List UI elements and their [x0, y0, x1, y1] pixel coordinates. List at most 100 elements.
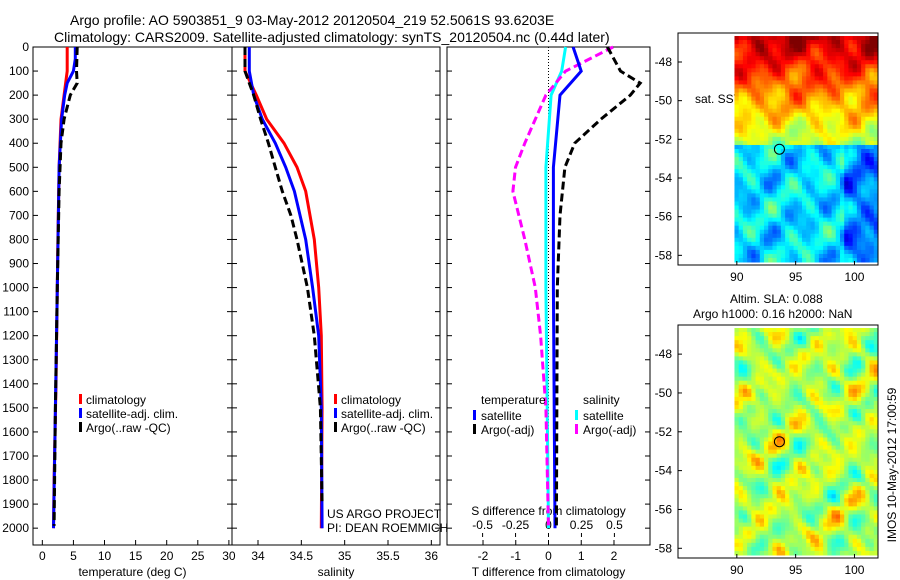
map-cell: [734, 486, 740, 491]
map-cell: [755, 396, 761, 402]
map-cell: [789, 384, 795, 390]
map-cell: [814, 413, 820, 418]
map-cell: [869, 48, 875, 53]
map-cell: [789, 332, 795, 337]
map-cell: [772, 64, 778, 69]
map-cell: [764, 477, 769, 483]
map-cell: [844, 510, 849, 515]
map-cell: [861, 486, 866, 491]
map-cell: [818, 189, 824, 194]
map-cell: [852, 518, 858, 524]
map-cell: [831, 245, 837, 251]
map-cell: [844, 132, 849, 138]
map-cell: [848, 44, 854, 49]
map-cell: [772, 392, 778, 398]
map-cell: [861, 161, 866, 166]
map-cell: [873, 400, 879, 406]
map-cell: [755, 514, 761, 520]
map-cell: [806, 344, 811, 349]
map-cell: [852, 477, 858, 483]
map-cell: [814, 153, 820, 158]
map-cell: [793, 209, 799, 215]
map-cell: [785, 140, 790, 146]
map-cell: [848, 360, 854, 365]
map-cell: [759, 237, 765, 243]
map-cell: [764, 384, 769, 390]
map-cell: [814, 56, 820, 61]
map-cell: [827, 108, 833, 114]
map-cell: [823, 245, 828, 251]
map-cell: [873, 538, 879, 544]
map-cell: [789, 181, 795, 186]
map-cell: [738, 233, 744, 239]
map-cell: [869, 241, 875, 247]
map-cell: [823, 76, 828, 81]
map-cell: [823, 348, 828, 353]
map-cell: [789, 413, 795, 418]
map-cell: [747, 120, 752, 126]
map-cell: [759, 441, 765, 447]
map-cell: [818, 421, 824, 426]
y-tick-label: 800: [9, 232, 29, 246]
figure-title-line1: Argo profile: AO 5903851_9 03-May-2012 2…: [70, 12, 555, 28]
map-cell: [780, 328, 786, 333]
map-cell: [793, 40, 799, 45]
map-cell: [747, 213, 752, 219]
map-cell: [831, 241, 837, 247]
diff-line-2: [544, 46, 568, 529]
map-cell: [734, 328, 740, 333]
map-cell: [827, 64, 833, 69]
map-cell: [831, 92, 837, 98]
map-cell: [823, 372, 828, 378]
map-cell: [840, 36, 845, 41]
map-cell: [747, 384, 752, 390]
map-cell: [810, 368, 816, 374]
map-cell: [802, 116, 807, 122]
legend-swatch: [334, 422, 337, 432]
map-cell: [873, 253, 879, 259]
map-cell: [751, 498, 757, 503]
map-cell: [861, 189, 866, 194]
profile-line-sal-1: [247, 47, 324, 529]
map-cell: [759, 116, 765, 122]
map-cell: [806, 526, 811, 532]
map-cell: [755, 221, 761, 227]
map-cell: [856, 344, 862, 349]
map-cell: [861, 392, 866, 398]
map-cell: [806, 360, 811, 365]
map-cell: [755, 384, 761, 390]
map-cell: [802, 173, 807, 178]
map-cell: [861, 538, 866, 544]
map-cell: [865, 181, 871, 186]
map-cell: [818, 197, 824, 202]
map-cell: [789, 76, 795, 81]
map-cell: [751, 92, 757, 98]
map-cell: [869, 112, 875, 118]
map-cell: [844, 514, 849, 520]
map-cell: [818, 510, 824, 515]
map-cell: [814, 185, 820, 190]
map-cell: [759, 352, 765, 357]
map-cell: [831, 380, 837, 386]
map-cell: [802, 518, 807, 524]
map-cell: [785, 205, 790, 211]
map-cell: [873, 542, 879, 548]
map-cell: [768, 498, 773, 503]
map-cell: [789, 336, 795, 341]
map-cell: [759, 189, 765, 194]
map-cell: [789, 68, 795, 73]
map-cell: [835, 522, 841, 528]
map-cell: [797, 181, 803, 186]
map-cell: [734, 80, 740, 85]
map-cell: [869, 88, 875, 93]
map-cell: [831, 56, 837, 61]
map-cell: [823, 364, 828, 370]
map-cell: [764, 104, 769, 110]
map-cell: [751, 124, 757, 130]
map-cell: [827, 128, 833, 134]
map-cell: [869, 124, 875, 130]
map-cell: [869, 108, 875, 114]
map-cell: [793, 116, 799, 122]
map-cell: [780, 181, 786, 186]
map-cell: [835, 465, 841, 471]
